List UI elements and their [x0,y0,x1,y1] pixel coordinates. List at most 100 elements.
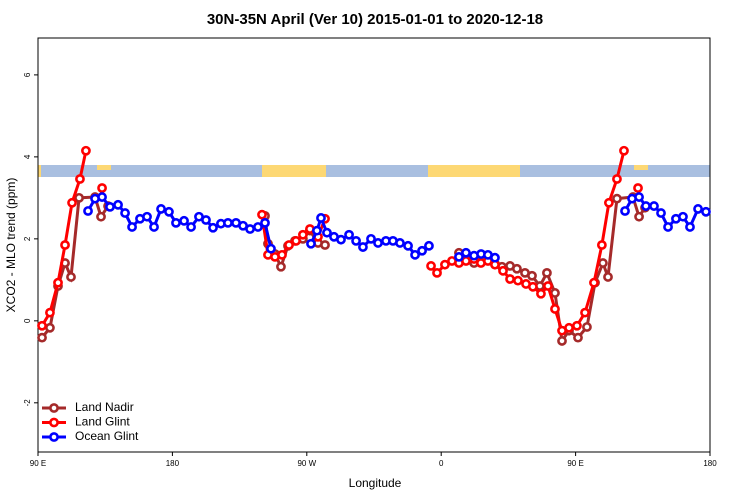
data-point [253,222,263,232]
data-point [37,332,47,343]
data-point [550,288,560,298]
data-point [557,336,567,346]
legend-label: Land Nadir [75,400,134,414]
data-point [498,265,508,276]
y-tick-label: 0 [23,318,32,323]
data-point [284,240,294,250]
x-axis-label: Longitude [349,476,402,490]
data-point [45,322,55,333]
data-point [74,192,84,203]
data-point [426,261,436,271]
data-point [572,320,582,331]
data-point [277,249,287,260]
data-point [580,307,590,318]
data-point [649,201,659,211]
data-point [223,217,233,228]
data-point [564,322,574,333]
data-point [66,272,76,282]
data-point [604,197,614,208]
data-point [424,240,434,251]
data-point [81,145,91,156]
data-point [550,304,560,314]
data-point [612,193,622,204]
data-point [291,236,301,246]
land-band [634,165,648,170]
land-band [262,165,326,177]
data-point [257,209,267,220]
y-tick-label: 6 [23,72,32,77]
legend-marker [49,432,59,442]
data-point [113,199,123,210]
land-band [428,165,520,177]
data-point [179,215,189,226]
data-point [542,267,552,278]
x-tick-label: 0 [439,459,444,468]
y-axis-label: XCO2 - MLO trend (ppm) [4,178,18,313]
data-point [573,332,583,343]
x-tick-label: 180 [166,459,180,468]
data-point [395,238,405,248]
data-point [306,238,316,249]
data-point [186,222,196,232]
data-point [598,258,608,268]
data-point [543,281,553,291]
data-point [149,222,159,232]
x-tick-label: 180 [703,459,717,468]
land-band [38,165,41,177]
data-point [322,227,332,238]
data-point [156,204,166,214]
y-tick-label: -2 [23,399,32,407]
data-point [461,247,471,258]
data-point [320,240,330,250]
data-point [298,229,308,240]
data-point [358,242,368,252]
data-point [53,277,63,288]
data-point [641,201,651,211]
data-point [701,206,711,217]
legend-marker [49,417,59,428]
data-point [96,211,106,222]
legend-label: Ocean Glint [75,429,139,443]
data-point [120,208,130,218]
data-point [527,270,537,281]
data-point [582,322,592,332]
data-point [312,225,322,236]
data-point [142,211,152,222]
legend-marker [49,403,59,413]
series-line [429,150,626,333]
data-point [403,240,413,251]
data-point [60,240,70,250]
data-point [663,222,673,232]
data-point [37,320,47,331]
data-point [105,201,115,212]
land-mask-strip [38,165,710,177]
data-point [596,240,607,250]
ocean-band [38,165,710,177]
data-point [512,263,522,274]
data-point [527,281,538,292]
data-point [97,192,107,202]
data-point [344,229,354,240]
data-point [208,222,218,233]
data-point [336,234,346,245]
data-point [620,206,630,216]
data-point [351,236,361,246]
y-tick-label: 2 [23,236,32,241]
land-band [97,165,111,170]
data-point [536,288,546,299]
data-point [454,251,464,262]
data-point [83,206,93,216]
data-point [678,211,688,222]
y-tick-label: 4 [23,154,32,159]
chart-title: 30N-35N April (Ver 10) 2015-01-01 to 202… [207,11,543,28]
data-point [634,211,644,222]
plot-frame [37,37,711,453]
data-point [201,215,211,225]
data-point [245,224,255,234]
series-line [458,195,647,345]
data-point [75,174,85,184]
data-point [67,197,77,208]
data-point [633,183,643,193]
x-tick-label: 90 E [30,459,46,468]
